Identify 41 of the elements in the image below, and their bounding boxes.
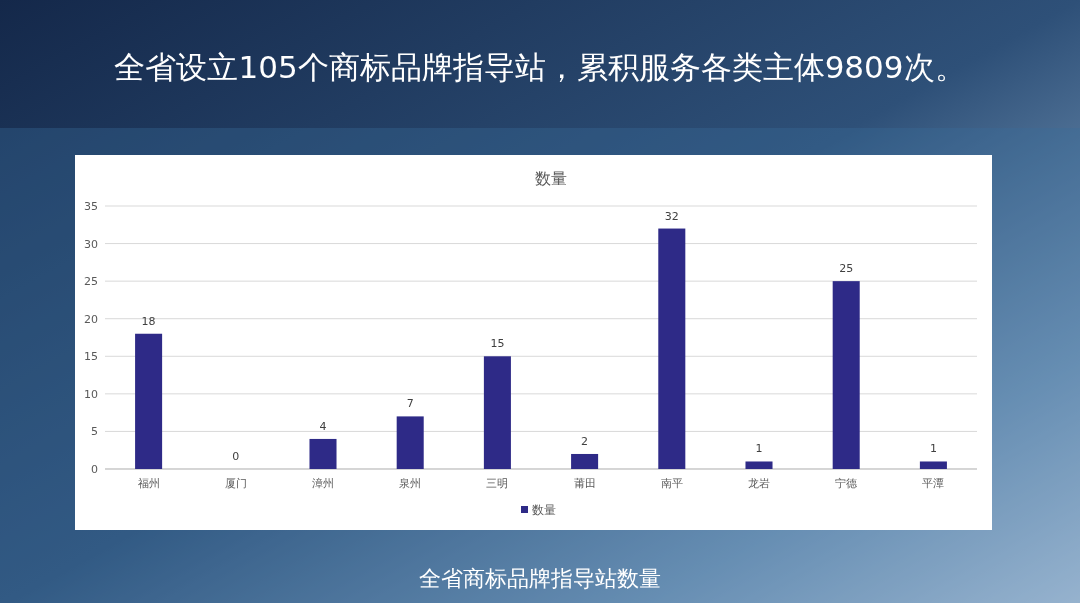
bar — [745, 461, 773, 469]
y-tick-label: 20 — [84, 312, 98, 326]
x-tick-label: 福州 — [137, 477, 160, 490]
x-tick-label: 厦门 — [224, 477, 247, 490]
bar — [658, 228, 686, 469]
chart-title: 数量 — [535, 169, 567, 188]
bar — [571, 453, 599, 469]
data-label: 4 — [319, 419, 327, 433]
x-tick-label: 漳州 — [312, 477, 334, 490]
x-tick-label: 莆田 — [573, 477, 596, 490]
data-label: 1 — [929, 442, 937, 456]
legend-label: 数量 — [532, 503, 556, 517]
data-label: 32 — [664, 209, 679, 223]
data-label: 18 — [141, 314, 156, 328]
y-tick-label: 35 — [84, 200, 98, 213]
x-tick-label: 宁德 — [835, 477, 858, 490]
text: 全省商标品牌指导站数量 — [419, 566, 661, 591]
y-tick-label: 5 — [91, 425, 98, 439]
text: 全省设立105个商标品牌指导站，累积服务各类主体9809次。 — [114, 49, 966, 85]
bar — [309, 438, 337, 469]
y-tick-label: 0 — [91, 463, 98, 476]
y-tick-label: 30 — [84, 237, 98, 251]
x-tick-label: 平潭 — [922, 477, 945, 490]
bar — [832, 281, 860, 469]
data-label: 25 — [839, 262, 854, 276]
y-tick-label: 15 — [84, 350, 98, 364]
data-label: 15 — [490, 337, 505, 351]
data-label: 7 — [406, 397, 414, 411]
x-tick-label: 龙岩 — [748, 477, 770, 490]
bar — [396, 416, 424, 469]
data-label: 1 — [755, 442, 763, 456]
bar — [483, 356, 511, 469]
x-tick-label: 南平 — [660, 477, 683, 490]
data-label: 2 — [581, 434, 589, 448]
bar — [135, 333, 163, 469]
data-label: 0 — [232, 450, 240, 463]
x-tick-label: 三明 — [486, 477, 509, 490]
y-tick-label: 10 — [84, 387, 98, 401]
x-tick-label: 泉州 — [399, 477, 422, 490]
y-tick-label: 25 — [84, 275, 98, 289]
bar — [919, 461, 947, 469]
